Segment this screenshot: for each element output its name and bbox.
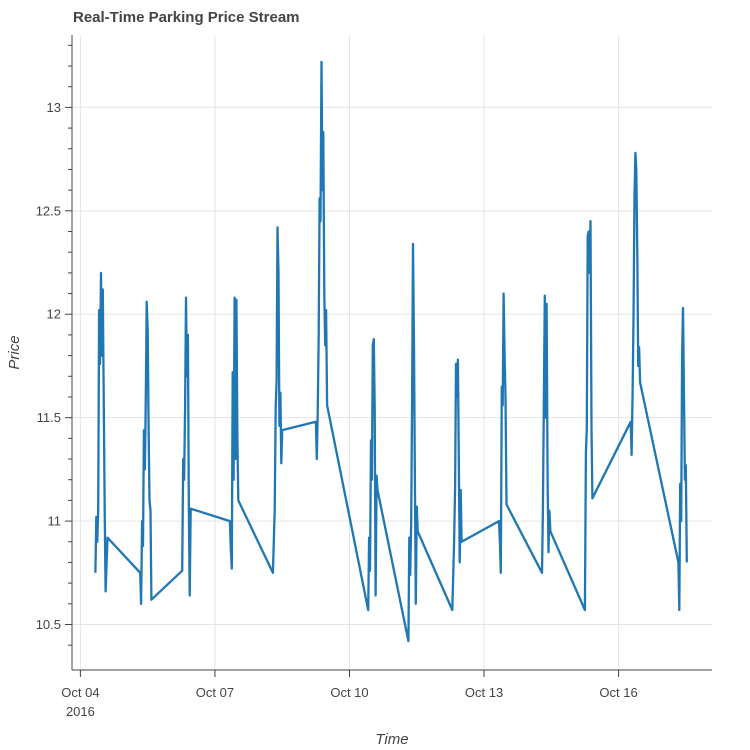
series-layer — [94, 60, 688, 643]
x-tick-label: Oct 10 — [330, 685, 368, 700]
y-tick-label: 10.5 — [36, 617, 61, 632]
y-tick-label: 12.5 — [36, 203, 61, 218]
x-tick-label: Oct 07 — [196, 685, 234, 700]
x-tick-label: Oct 13 — [465, 685, 503, 700]
chart-title: Real-Time Parking Price Stream — [73, 9, 300, 26]
x-tick-label: Oct 16 — [599, 685, 637, 700]
y-axis-title: Price — [6, 335, 23, 369]
axes: 10.5 11 11.5 12 12.5 13 Oct 04 2016 Oct 07 Oct 10… — [36, 35, 712, 719]
y-tick-label: 13 — [47, 100, 61, 115]
x-tick-label: Oct 04 — [61, 685, 99, 700]
x-tick-sublabel: 2016 — [66, 704, 95, 719]
price-series-line — [94, 60, 688, 643]
grid-lines — [72, 35, 712, 670]
y-tick-label: 11 — [48, 514, 62, 529]
x-axis-title: Time — [375, 731, 408, 748]
y-tick-label: 11.5 — [37, 410, 61, 425]
y-tick-label: 12 — [47, 307, 61, 322]
